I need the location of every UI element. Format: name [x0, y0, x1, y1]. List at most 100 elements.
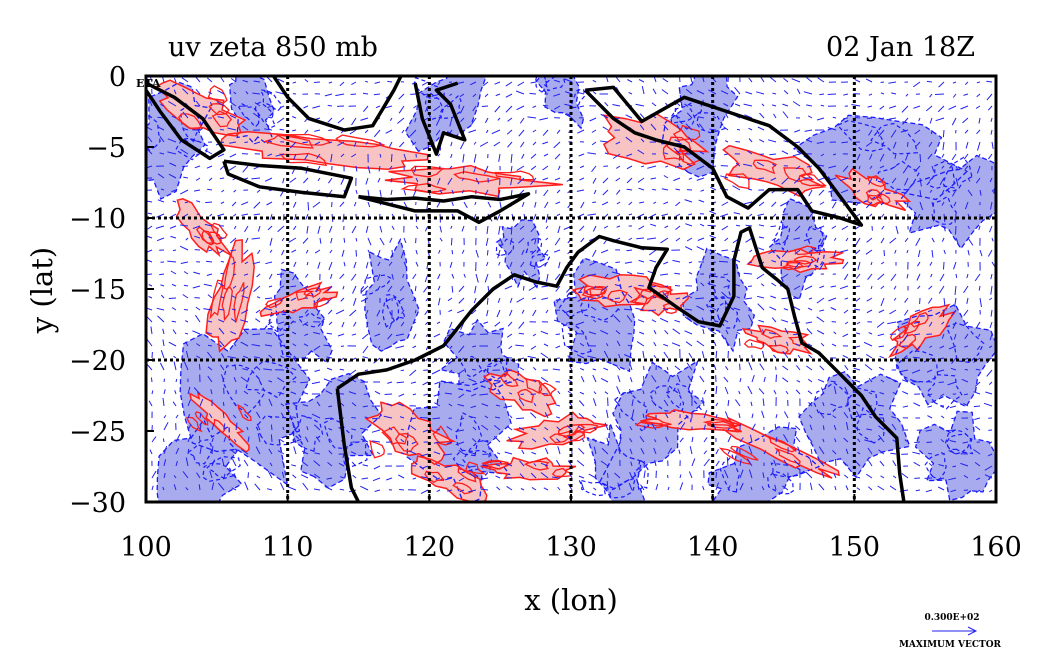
wind-vector	[281, 237, 285, 242]
wind-vector	[303, 105, 309, 109]
wind-vector	[498, 261, 501, 266]
wind-vector	[651, 423, 657, 431]
wind-vector	[232, 414, 237, 419]
wind-vector	[364, 369, 369, 372]
positive-vorticity-contour	[483, 368, 557, 418]
wind-vector	[557, 225, 561, 234]
wind-vector	[314, 129, 321, 132]
wind-vector	[355, 249, 357, 257]
negative-vorticity-contour	[798, 371, 911, 479]
wind-vector	[437, 153, 441, 157]
wind-vector	[543, 153, 549, 157]
wind-vector	[253, 141, 261, 145]
wind-vector	[964, 368, 969, 371]
wind-vector	[635, 103, 645, 107]
wind-vector	[242, 125, 249, 131]
wind-vector	[606, 77, 609, 83]
wind-vector	[929, 189, 933, 193]
wind-vector	[163, 445, 168, 455]
wind-vector	[240, 449, 249, 455]
wind-vector	[888, 105, 897, 109]
wind-vector	[195, 177, 201, 181]
wind-vector	[979, 189, 982, 196]
wind-vector	[484, 189, 489, 196]
wind-vector	[960, 462, 969, 467]
wind-vector	[457, 381, 465, 385]
wind-vector	[843, 93, 849, 96]
wind-vector	[587, 213, 597, 216]
wind-vector	[328, 438, 333, 443]
wind-vector	[384, 393, 393, 395]
wind-vector	[520, 261, 525, 268]
wind-vector	[364, 452, 369, 455]
wind-vector	[532, 309, 537, 317]
wind-vector	[302, 404, 309, 407]
wind-vector	[877, 273, 885, 281]
wind-vector	[771, 201, 777, 207]
wind-vector	[446, 441, 453, 445]
wind-vector	[279, 438, 285, 443]
wind-vector	[179, 189, 189, 195]
negative-vorticity-contour	[870, 122, 919, 155]
wind-vector	[217, 213, 225, 217]
wind-vector	[493, 425, 501, 431]
wind-vector	[458, 463, 465, 467]
wind-vector	[804, 285, 813, 291]
wind-vector	[240, 376, 249, 383]
negative-vorticity-contour	[944, 429, 972, 454]
wind-vector	[818, 446, 825, 455]
wind-vector	[267, 415, 273, 419]
wind-vector	[606, 437, 609, 443]
wind-vector	[509, 415, 513, 419]
wind-vector	[183, 138, 189, 143]
wind-vector	[710, 186, 717, 191]
wind-vector	[377, 177, 381, 183]
wind-vector	[471, 321, 477, 325]
wind-vector	[554, 273, 561, 281]
wind-vector	[147, 212, 153, 215]
wind-vector	[990, 285, 993, 295]
wind-vector	[532, 333, 537, 337]
wind-vector	[975, 489, 981, 494]
wind-vector	[400, 428, 405, 431]
wind-vector	[543, 343, 549, 347]
wind-vector	[396, 381, 405, 384]
wind-vector	[450, 237, 453, 246]
positive-vorticity-contour	[722, 417, 841, 479]
wind-vector	[263, 307, 273, 311]
wind-vector	[614, 284, 621, 287]
wind-vector	[376, 451, 381, 455]
negative-vorticity-area	[915, 411, 996, 501]
wind-vector	[175, 460, 178, 467]
wind-vector	[616, 340, 621, 347]
wind-vector	[929, 93, 933, 98]
wind-vector	[282, 426, 285, 431]
wind-vector	[809, 424, 813, 431]
wind-vector	[268, 380, 273, 383]
wind-vector	[782, 273, 789, 279]
wind-vector	[211, 445, 214, 455]
wind-vector	[365, 261, 369, 269]
wind-vector	[604, 422, 609, 431]
wind-vector	[712, 152, 717, 155]
wind-vector	[830, 380, 837, 383]
wind-vector	[230, 318, 237, 323]
wind-vector	[891, 92, 897, 95]
wind-vector	[469, 472, 477, 479]
wind-vector	[684, 330, 693, 335]
wind-vector	[830, 403, 837, 407]
wind-vector	[727, 76, 729, 83]
wind-vector	[675, 213, 681, 217]
wind-vector	[449, 117, 453, 127]
x-axis-ticks: 100 110 120 130 140 150 160	[120, 494, 1022, 563]
wind-vector	[865, 201, 873, 209]
wind-vector	[979, 213, 981, 221]
wind-vector	[265, 261, 273, 265]
wind-vector	[518, 332, 525, 335]
wind-vector	[929, 261, 933, 266]
wind-vector	[459, 489, 465, 493]
wind-vector	[211, 423, 215, 431]
negative-vorticity-contour	[875, 160, 921, 191]
wind-vector	[218, 327, 225, 335]
wind-vector	[881, 225, 885, 230]
